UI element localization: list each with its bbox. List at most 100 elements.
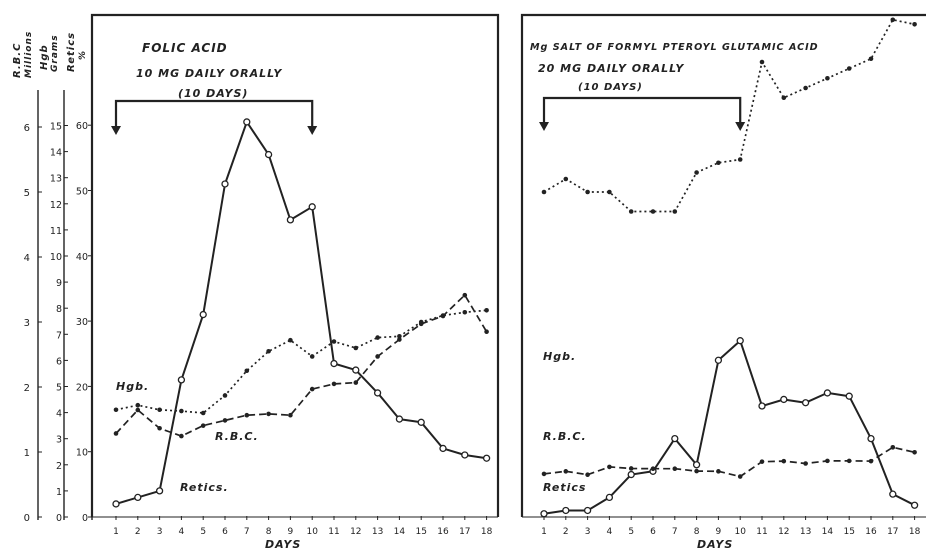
data-point-0 [823,389,832,397]
right-panel-title: Mg SALT OF FORMYL PTEROYL GLUTAMIC ACID [530,42,819,53]
hgb-tick-label: 3 [56,435,62,446]
x-tick-label: 13 [372,527,383,537]
x-tick-label: 4 [179,527,185,537]
data-point-0 [461,451,469,459]
left-x-axis-title: DAYS [265,538,301,548]
data-point-0 [286,216,295,224]
data-point-2 [781,95,787,101]
x-tick-label: 12 [778,527,789,537]
right-x-axis-title: DAYS [697,538,733,548]
hgb-axis-title-units: Grams [50,34,60,72]
left-legend-rbc: R.B.C. [215,430,259,443]
x-tick-label: 18 [909,527,921,537]
data-point-1 [803,461,808,466]
left-panel-plot: 1 2 3 4 5 6 7 8 9 10 11 12 13 14 15 16 17 18 [92,99,498,537]
data-point-0 [330,359,338,368]
data-point-2 [716,160,721,166]
left-legend-retics: Retics. [180,481,229,494]
x-tick-label: 16 [865,527,877,537]
x-tick-label: 1 [541,527,547,537]
x-tick-label: 7 [672,527,678,537]
hgb-tick-label: 13 [50,174,62,185]
data-point-0 [671,434,679,443]
hgb-tick-label: 2 [56,461,62,472]
data-point-1 [353,380,359,385]
retics-axis-title: Retics [66,32,77,72]
data-point-1 [628,466,634,471]
data-point-1 [694,468,699,474]
data-point-2 [179,408,184,414]
hgb-tick-label: 5 [56,383,62,394]
rbc-tick-label: 3 [24,318,30,329]
data-point-2 [912,22,917,27]
x-tick-label: 5 [628,527,634,537]
data-point-2 [541,189,547,195]
treatment-end-arrow [307,126,318,135]
data-point-0 [910,501,919,509]
data-point-1 [759,459,765,464]
data-point-2 [222,393,228,398]
retics-tick-label: 30 [76,317,88,328]
data-point-0 [736,337,744,345]
retics-tick-label: 50 [76,187,88,198]
hgb-tick-label: 8 [56,304,62,315]
x-tick-label: 15 [415,527,426,537]
hgb-tick-label: 10 [50,252,62,263]
data-point-2 [375,335,380,340]
data-point-2 [113,407,119,413]
data-point-2 [353,345,359,351]
left-panel-dose: 10 MG DAILY ORALLY [136,67,282,80]
data-point-0 [177,376,186,384]
data-point-1 [585,472,590,478]
data-point-2 [650,209,656,214]
data-point-0 [627,470,635,479]
x-tick-label: 13 [800,527,811,537]
data-point-1 [716,469,721,474]
right-panel-frame [520,13,926,517]
x-tick-label: 17 [459,527,470,537]
rbc-tick-label: 1 [24,448,30,459]
series-line-2 [115,309,487,414]
rbc-tick-label: 4 [24,253,30,264]
treatment-bracket [114,99,314,128]
data-point-1 [113,431,119,436]
data-point-2 [694,170,699,175]
data-point-0 [714,356,723,364]
data-point-2 [331,339,337,344]
data-point-1 [244,412,250,418]
x-tick-label: 2 [135,527,141,537]
x-tick-label: 7 [244,527,250,537]
x-tick-label: 2 [563,527,569,537]
x-tick-label: 6 [222,527,228,537]
data-point-0 [264,150,273,159]
treatment-start-arrow [539,122,549,131]
hgb-tick-label: 4 [56,409,62,420]
series-line-1 [543,446,915,478]
data-point-1 [541,471,547,477]
data-point-1 [846,458,852,464]
series-line-0 [115,120,487,505]
x-tick-label: 3 [585,527,591,537]
data-point-1 [890,445,896,450]
data-point-1 [266,411,271,417]
x-tick-label: 4 [607,527,613,537]
retics-tick-label: 0 [82,513,88,524]
data-point-1 [672,466,678,472]
x-tick-label: 18 [481,527,493,537]
x-tick-label: 10 [734,527,746,537]
data-point-0 [112,500,120,508]
x-tick-label: 10 [306,527,318,537]
x-tick-label: 14 [822,527,834,537]
hgb-tick-label: 7 [56,330,62,341]
treatment-end-arrow [735,122,746,131]
data-point-1 [309,386,315,392]
data-point-1 [397,337,402,342]
data-point-2 [200,410,206,416]
data-point-1 [912,449,917,455]
data-point-0 [243,118,251,126]
data-point-1 [868,458,874,464]
data-point-0 [373,389,382,397]
data-point-0 [417,418,425,426]
data-point-0 [199,310,207,319]
data-point-2 [157,407,162,413]
